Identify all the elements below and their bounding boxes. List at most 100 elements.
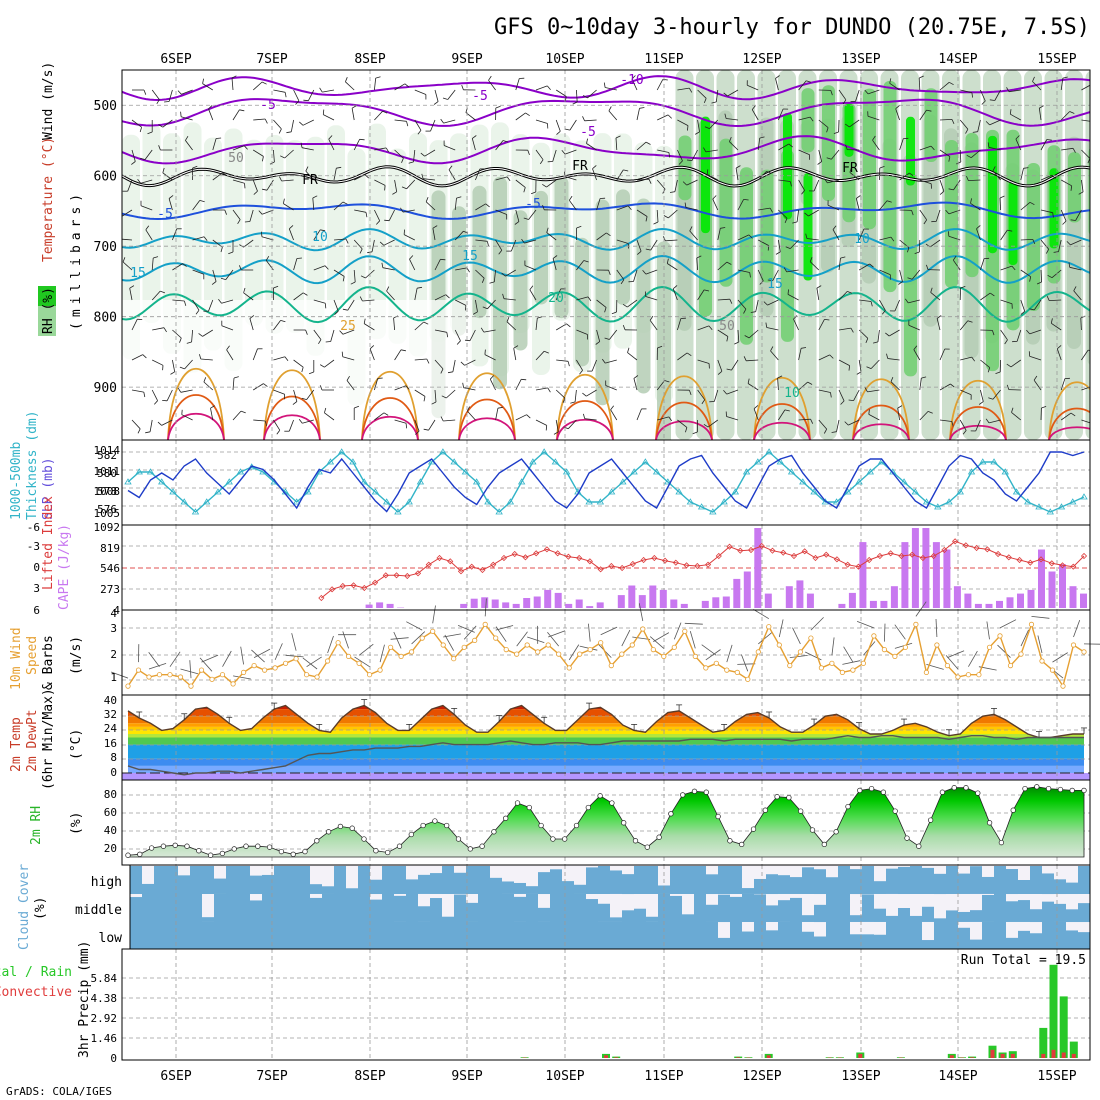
wind-barb-flag <box>729 136 732 142</box>
wind-barb-flag <box>987 367 991 373</box>
wind-barb-flag <box>689 390 692 396</box>
cloud-cell <box>814 869 826 895</box>
contour-warm-lobe <box>1048 381 1090 440</box>
wind-barb <box>515 209 520 222</box>
rh2m-point <box>184 843 190 849</box>
wind-barb <box>596 329 601 342</box>
wind10m-series-point <box>261 667 268 673</box>
surface-wind-barb <box>251 649 265 663</box>
wind-barb <box>858 228 865 241</box>
rh2m-point <box>868 785 875 792</box>
thickness-series-point <box>832 498 841 505</box>
precip-bars <box>520 964 1078 1058</box>
wind-barb <box>908 324 920 331</box>
contour-warm-lobe <box>655 420 713 440</box>
temp2m-fill <box>122 705 1090 780</box>
wind-barb <box>483 329 496 333</box>
rh-shade-cell <box>142 123 161 323</box>
wind-barb-flag <box>664 380 670 383</box>
wind-barb <box>1032 81 1042 91</box>
wind-barb <box>149 419 153 432</box>
wind-barb-flag <box>570 401 576 404</box>
cape-bar <box>1006 597 1014 608</box>
wind-barb-flag <box>312 195 318 199</box>
wind-barb-flag <box>501 272 506 277</box>
wind-barb <box>140 205 153 211</box>
bottom-day-label: 10SEP <box>545 1069 584 1084</box>
wind-barb <box>887 358 900 361</box>
contour-warm-lobe <box>167 413 225 440</box>
wind10m-series-point <box>303 672 310 678</box>
wind-barb <box>290 119 294 132</box>
wind-barb <box>737 329 740 343</box>
wind-barb-flag <box>440 118 444 124</box>
cloud-cell <box>586 899 598 923</box>
surface-wind-barb <box>778 619 784 638</box>
surface-wind-barb <box>1073 619 1081 638</box>
wind-barb-flag <box>539 159 544 165</box>
wind-barb-flag <box>919 75 924 79</box>
wind10m-series-point <box>314 674 320 680</box>
cloud-cell <box>982 876 994 894</box>
wind-barb <box>757 269 764 282</box>
wind-barb <box>475 299 478 312</box>
lifted-index-point <box>361 584 368 592</box>
wind-barb-flag <box>950 383 955 388</box>
cloud-cell <box>838 866 850 894</box>
cloud-cell <box>574 922 586 949</box>
surface-wind-barb <box>180 668 199 675</box>
cloud-cell <box>490 894 502 922</box>
wind-barb-flag <box>930 287 933 293</box>
wind-barb-flag <box>694 131 700 135</box>
thickness-series-point <box>945 498 953 505</box>
rh2m-tick: 20 <box>104 842 117 855</box>
cloud-cell <box>634 866 646 894</box>
rh-legend-swatch-light <box>38 306 56 336</box>
wind-barb-flag <box>177 387 182 393</box>
wind-barb-flag <box>490 375 494 380</box>
rh2m-point <box>821 841 827 848</box>
wind-barb-flag <box>1078 191 1084 195</box>
wind-barb <box>261 236 274 241</box>
surface-wind-barb <box>222 650 232 667</box>
thickness-series-point <box>1024 498 1032 505</box>
wind-barb <box>616 169 624 181</box>
wind-barb <box>1056 348 1062 361</box>
slp-tick: 1005 <box>94 507 121 520</box>
wind-barb-flag <box>667 114 672 119</box>
thickness-series-point <box>934 503 942 510</box>
lifted-index-point <box>769 547 776 554</box>
rh2m-point <box>514 800 521 806</box>
wind-barb-flag <box>403 229 405 235</box>
wind-barb <box>633 378 638 391</box>
cloud-cell <box>238 922 250 949</box>
wind-barb <box>939 383 951 391</box>
wind-barb-flag <box>840 256 846 259</box>
wind-barb <box>131 419 141 430</box>
rh2m-point <box>916 843 922 849</box>
cloud-cell <box>478 894 490 922</box>
wind-barb <box>790 239 799 249</box>
wind-barb <box>301 147 314 151</box>
thickness-series-point <box>596 498 605 505</box>
surface-wind-barb <box>444 634 455 651</box>
wind-barb-flag <box>502 140 508 143</box>
contour-label: 50 <box>228 151 244 166</box>
wind-barb <box>1075 209 1082 221</box>
cape-bar <box>764 593 772 608</box>
wind-barb <box>185 140 193 151</box>
wind-barb <box>778 179 791 182</box>
wind-barb-flag <box>1006 363 1012 368</box>
wind-barb <box>970 202 981 211</box>
surface-wind-barb <box>547 631 560 647</box>
wind-barb-flag <box>445 294 450 299</box>
wind10m-series-point <box>734 669 740 676</box>
contour-minus10 <box>122 75 1090 102</box>
wind-barb <box>832 229 840 241</box>
wind-barb <box>1000 299 1013 305</box>
wind-barb-flag <box>579 370 583 375</box>
cloud-cell <box>898 922 910 949</box>
wind10m-series-point <box>556 651 562 657</box>
